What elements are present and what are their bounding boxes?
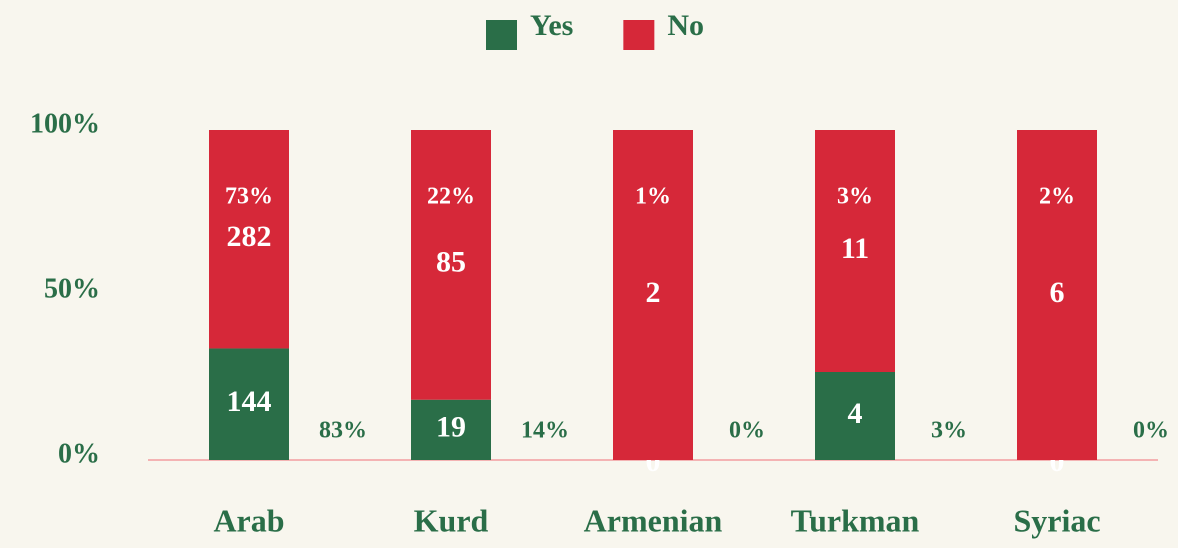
percent-label: 2% [1039,184,1075,210]
percent-label: 3% [837,184,873,210]
percent-label: 22% [427,184,475,210]
value-label: 11 [841,232,869,265]
percent-label: 0% [729,418,765,444]
value-label: 144 [227,385,272,418]
bar-segment [815,130,895,372]
bar-segment [411,130,491,400]
percent-label: 83% [319,418,367,444]
legend-swatch [623,20,655,50]
y-tick-label: 50% [44,273,100,304]
percent-label: 3% [931,418,967,444]
percent-label: 14% [521,418,569,444]
value-label: 85 [436,246,466,279]
y-tick-label: 100% [30,108,100,139]
value-label: 2 [646,276,661,309]
bar-segment [209,348,289,460]
legend-swatch [486,20,517,50]
value-label: 19 [436,411,466,444]
legend-label: No [667,9,704,42]
legend-label: Yes [530,9,573,42]
value-label: 4 [848,397,863,430]
bar-segment [1017,130,1097,460]
x-tick-label: Kurd [414,502,489,538]
value-label: 282 [227,220,272,253]
y-tick-label: 0% [58,438,100,469]
x-tick-label: Armenian [584,502,723,538]
percent-label: 0% [1133,418,1169,444]
bar-segment [815,372,895,460]
bar-segment [613,130,693,460]
bar-segment [209,130,289,349]
percent-label: 1% [635,184,671,210]
x-tick-label: Arab [213,502,284,538]
bar-segment [411,399,491,460]
value-label: 6 [1050,276,1065,309]
x-tick-label: Turkman [791,502,920,538]
percent-label: 73% [225,184,273,210]
x-tick-label: Syriac [1013,502,1100,538]
